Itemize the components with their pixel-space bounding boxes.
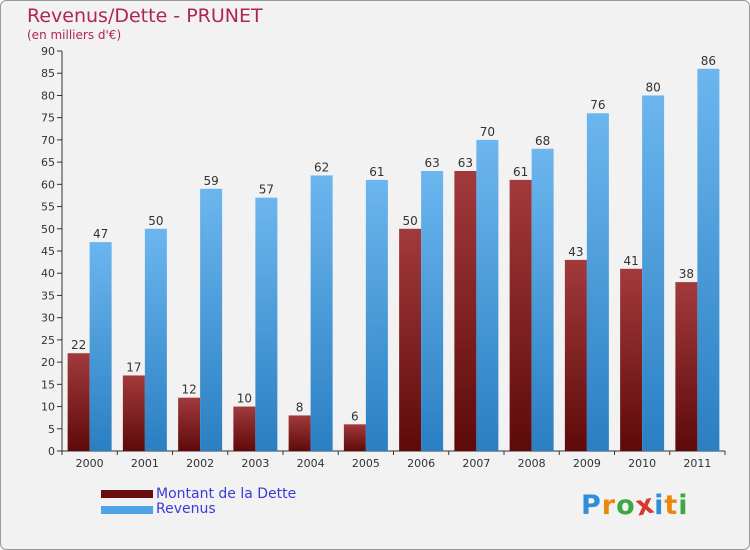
y-tick-label: 80 bbox=[41, 89, 55, 102]
x-tick-label: 2001 bbox=[131, 457, 159, 470]
data-label: 61 bbox=[369, 165, 384, 179]
data-label: 59 bbox=[203, 174, 218, 188]
x-tick-label: 2008 bbox=[518, 457, 546, 470]
y-tick-label: 35 bbox=[41, 289, 55, 302]
bar-revenus bbox=[255, 197, 278, 451]
data-label: 76 bbox=[590, 98, 605, 112]
legend-swatch-revenus bbox=[101, 506, 153, 514]
data-label: 86 bbox=[701, 54, 716, 68]
data-label: 17 bbox=[126, 360, 141, 374]
x-tick-label: 2004 bbox=[297, 457, 325, 470]
y-tick-label: 50 bbox=[41, 223, 55, 236]
y-tick-label: 55 bbox=[41, 201, 55, 214]
data-label: 57 bbox=[259, 183, 274, 197]
bar-revenus bbox=[697, 68, 720, 452]
y-tick-label: 10 bbox=[41, 401, 55, 414]
bar-revenus bbox=[365, 179, 388, 451]
data-label: 80 bbox=[645, 80, 660, 94]
y-tick-label: 40 bbox=[41, 267, 55, 280]
legend-swatch-dette bbox=[101, 490, 153, 498]
logo-letter: i bbox=[678, 490, 689, 521]
data-label: 68 bbox=[535, 134, 550, 148]
y-tick-label: 30 bbox=[41, 312, 55, 325]
y-tick-label: 90 bbox=[41, 45, 55, 58]
y-tick-label: 70 bbox=[41, 134, 55, 147]
y-tick-label: 15 bbox=[41, 378, 55, 391]
bar-dette bbox=[233, 406, 256, 451]
x-tick-label: 2005 bbox=[352, 457, 380, 470]
data-label: 70 bbox=[480, 125, 495, 139]
data-label: 63 bbox=[458, 156, 473, 170]
data-label: 8 bbox=[296, 400, 304, 414]
proxiti-logo: Proxiti bbox=[581, 488, 689, 522]
y-tick-label: 0 bbox=[48, 445, 55, 458]
bar-dette bbox=[454, 171, 477, 451]
y-tick-label: 75 bbox=[41, 112, 55, 125]
x-tick-label: 2000 bbox=[76, 457, 104, 470]
data-label: 6 bbox=[351, 409, 359, 423]
bar-dette bbox=[67, 353, 90, 451]
x-tick-label: 2010 bbox=[628, 457, 656, 470]
y-tick-label: 85 bbox=[41, 67, 55, 80]
x-tick-label: 2006 bbox=[407, 457, 435, 470]
data-label: 22 bbox=[71, 338, 86, 352]
bar-revenus bbox=[531, 148, 554, 451]
x-tick-label: 2011 bbox=[683, 457, 711, 470]
bar-revenus bbox=[586, 113, 609, 451]
data-label: 50 bbox=[402, 214, 417, 228]
data-label: 10 bbox=[237, 392, 252, 406]
y-tick-label: 5 bbox=[48, 423, 55, 436]
bar-revenus bbox=[476, 139, 499, 451]
y-tick-label: 60 bbox=[41, 178, 55, 191]
legend-label-dette: Montant de la Dette bbox=[156, 486, 297, 502]
x-tick-label: 2002 bbox=[186, 457, 214, 470]
bar-dette bbox=[564, 259, 587, 451]
bar-revenus bbox=[200, 188, 223, 451]
bar-revenus bbox=[642, 95, 665, 451]
data-label: 50 bbox=[148, 214, 163, 228]
bar-dette bbox=[178, 397, 201, 451]
logo-letter: r bbox=[601, 490, 617, 521]
data-label: 63 bbox=[424, 156, 439, 170]
data-label: 43 bbox=[568, 245, 583, 259]
data-label: 41 bbox=[623, 254, 638, 268]
bar-dette bbox=[122, 375, 145, 451]
legend-label-revenus: Revenus bbox=[156, 501, 216, 517]
y-tick-label: 25 bbox=[41, 334, 55, 347]
logo-letter: o bbox=[616, 490, 636, 521]
y-tick-label: 45 bbox=[41, 245, 55, 258]
data-label: 38 bbox=[679, 267, 694, 281]
x-tick-label: 2009 bbox=[573, 457, 601, 470]
chart-subtitle: (en milliers d'€) bbox=[27, 28, 122, 42]
data-label: 61 bbox=[513, 165, 528, 179]
data-label: 47 bbox=[93, 227, 108, 241]
data-label: 12 bbox=[181, 383, 196, 397]
bar-revenus bbox=[310, 175, 333, 451]
bar-dette bbox=[509, 179, 532, 451]
x-tick-label: 2003 bbox=[241, 457, 269, 470]
bar-revenus bbox=[89, 242, 112, 451]
chart-title: Revenus/Dette - PRUNET bbox=[27, 5, 263, 27]
y-tick-label: 65 bbox=[41, 156, 55, 169]
bar-revenus bbox=[421, 171, 444, 451]
x-tick-label: 2007 bbox=[462, 457, 490, 470]
bar-dette bbox=[620, 268, 643, 451]
data-label: 62 bbox=[314, 160, 329, 174]
bar-dette bbox=[399, 228, 422, 451]
bar-dette bbox=[343, 424, 366, 451]
logo-letter: i bbox=[654, 490, 665, 521]
logo-letter: P bbox=[581, 490, 602, 521]
logo-letter: t bbox=[664, 490, 679, 521]
bar-dette bbox=[288, 415, 311, 451]
bar-revenus bbox=[144, 228, 167, 451]
y-tick-label: 20 bbox=[41, 356, 55, 369]
bar-dette bbox=[675, 282, 698, 451]
